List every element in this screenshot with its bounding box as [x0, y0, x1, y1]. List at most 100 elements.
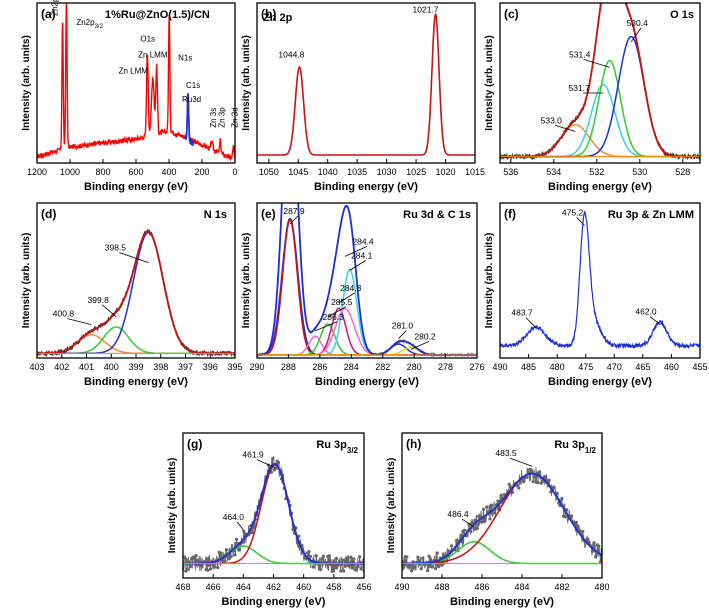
annotation-label: Zn 3d	[230, 107, 239, 127]
data-point	[327, 554, 331, 558]
peak-pointer	[349, 260, 366, 271]
x-tick-label: 600	[128, 167, 143, 177]
data-point	[592, 541, 596, 545]
peak-pointer	[576, 217, 585, 226]
peak-label: 475.2	[562, 207, 584, 217]
data-point	[499, 493, 503, 497]
data-point	[437, 564, 441, 569]
peak-label: 284.8	[340, 283, 362, 293]
x-axis: 1050 1045 1040 1035 1030 1025 1020 1015	[259, 159, 485, 177]
x-tick-label: 400	[161, 167, 176, 177]
panel-title: Zn 2p	[263, 12, 293, 24]
plot-area	[257, 13, 475, 156]
data-point	[430, 565, 434, 569]
x-axis: 290 288 286 284 282 280 278 276	[249, 354, 485, 372]
x-axis: 1200 1000 800 600 400 200 0	[27, 159, 238, 177]
x-tick-label: 396	[203, 362, 218, 372]
peak-pointer	[398, 330, 407, 339]
plot-area	[257, 203, 477, 358]
peak-pointer	[101, 304, 117, 318]
panel-d: 403 402 401 400 399 398 397 396 395 Binding energ…	[21, 202, 243, 388]
peak-pointer	[410, 341, 430, 350]
annotation-label: Zn 3p	[217, 107, 226, 128]
peak-pointer	[256, 459, 276, 469]
x-tick-label: 1200	[27, 167, 47, 177]
data-point	[229, 554, 233, 559]
data-point	[206, 568, 210, 572]
peak-pointer	[67, 318, 92, 325]
data-point	[528, 467, 532, 471]
peak-labels: 483.7 475.2 462.0	[511, 207, 661, 328]
data-point	[597, 544, 601, 548]
x-tick-label: 284	[344, 362, 359, 372]
data-point	[216, 565, 220, 570]
data-point	[318, 568, 323, 572]
x-axis: 536 534 532 530 528	[503, 159, 690, 177]
x-tick-label: 488	[434, 582, 449, 592]
peak-pointer	[237, 521, 244, 531]
data-point	[359, 567, 363, 571]
data-point	[252, 525, 256, 529]
annotation-label: Zn 3s	[209, 108, 218, 128]
plot-area	[37, 228, 235, 358]
title-subscript: 1/2	[585, 446, 597, 455]
x-tick-label: 282	[375, 362, 390, 372]
data-point	[426, 568, 430, 573]
fit-envelope	[183, 462, 364, 565]
data-point	[547, 478, 551, 482]
x-tick-label: 1050	[259, 167, 279, 177]
y-axis-label: Intensity (arb. units)	[167, 458, 178, 554]
data-point	[356, 565, 360, 569]
title-subscript: 3/2	[347, 446, 359, 455]
plot-area	[183, 455, 364, 573]
x-tick-label: 1035	[347, 167, 367, 177]
x-axis-label: Binding energy (eV)	[84, 376, 188, 388]
x-tick-label: 486	[474, 582, 489, 592]
y-axis-label: Intensity (arb. units)	[386, 458, 397, 554]
data-point	[297, 534, 301, 538]
data-point	[475, 526, 479, 531]
peak-label: 284.1	[351, 250, 373, 260]
data-point	[538, 470, 542, 474]
x-tick-label: 462	[266, 582, 281, 592]
data-point	[334, 556, 339, 561]
component-284.1	[257, 268, 477, 356]
data-point	[576, 524, 580, 528]
peak-label: 399.8	[88, 295, 110, 305]
panel-f: 490 485 480 475 470 465 460 455 Binding energy (…	[484, 202, 708, 388]
data-point	[331, 569, 336, 573]
data-point	[185, 567, 189, 572]
panel-b: 1050 1045 1040 1035 1030 1025 1020 1015 Binding …	[241, 2, 485, 193]
peak-pointer	[119, 252, 149, 263]
data-point	[234, 537, 239, 541]
x-tick-label: 536	[503, 167, 518, 177]
data-point	[581, 529, 585, 533]
data-point	[317, 563, 321, 567]
panel-title: Ru 3p & Zn LMM	[608, 209, 694, 221]
peak-pointer	[583, 59, 610, 68]
data-point	[590, 549, 595, 553]
data-point	[336, 563, 340, 567]
data-point	[237, 548, 242, 552]
data-point	[480, 520, 484, 524]
data-point	[496, 499, 500, 503]
x-tick-label: 480	[550, 362, 565, 372]
data-point	[450, 544, 454, 548]
plot-frame	[256, 2, 476, 164]
x-tick-label: 800	[95, 167, 110, 177]
data-point	[462, 528, 466, 532]
x-tick-label: 490	[394, 582, 409, 592]
data-point	[539, 481, 543, 485]
component-531.4	[500, 59, 700, 158]
data-point	[560, 496, 564, 501]
peak-label: 530.4	[627, 18, 649, 28]
data-point	[533, 474, 537, 478]
data-point	[207, 563, 211, 567]
panel-label: (c)	[504, 7, 519, 21]
x-axis: 403 402 401 400 399 398 397 396 395	[29, 354, 243, 372]
peak-label: 464.0	[223, 512, 245, 522]
x-tick-label: 460	[296, 582, 311, 592]
data-point	[271, 456, 275, 461]
